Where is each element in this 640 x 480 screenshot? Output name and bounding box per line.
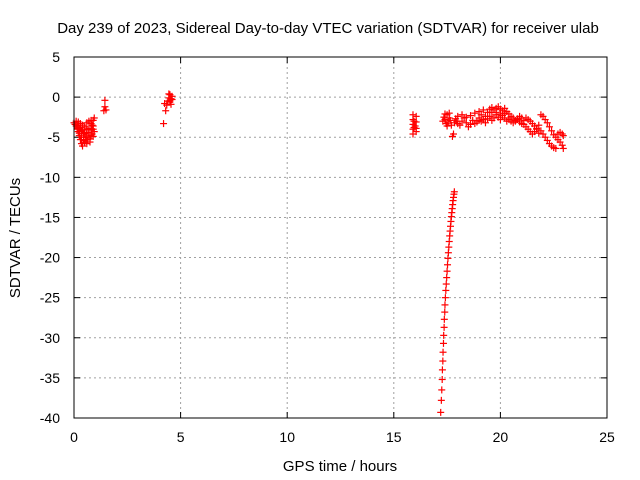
- data-point: [475, 108, 483, 116]
- data-point: [558, 141, 566, 149]
- y-tick-label: -35: [40, 370, 60, 386]
- data-point: [438, 366, 446, 374]
- data-point: [83, 128, 91, 136]
- x-tick-label: 20: [493, 429, 509, 445]
- data-point: [437, 396, 445, 404]
- data-point: [558, 130, 566, 138]
- chart-title: Day 239 of 2023, Sidereal Day-to-day VTE…: [57, 20, 599, 37]
- data-point: [86, 138, 94, 146]
- data-point: [467, 120, 475, 128]
- data-point: [166, 96, 174, 104]
- y-tick-label: -30: [40, 330, 60, 346]
- x-tick-labels: 0 5 10 15 20 25: [70, 429, 615, 445]
- data-point: [559, 132, 567, 140]
- y-tick-label: 5: [52, 49, 60, 65]
- y-tick-label: -40: [40, 410, 60, 426]
- data-point: [83, 140, 91, 148]
- data-point: [412, 118, 420, 126]
- data-point: [89, 125, 97, 133]
- x-tick-label: 25: [599, 429, 615, 445]
- data-point: [167, 100, 175, 108]
- x-tick-label: 10: [279, 429, 295, 445]
- y-tick-label: -25: [40, 290, 60, 306]
- data-point: [412, 128, 420, 136]
- data-point: [496, 110, 504, 118]
- data-point: [545, 123, 553, 131]
- data-point: [88, 121, 96, 129]
- data-point: [543, 119, 551, 127]
- data-point: [440, 323, 448, 331]
- data-point: [462, 113, 470, 121]
- x-tick-label: 0: [70, 429, 78, 445]
- data-point: [441, 294, 449, 302]
- data-point: [80, 136, 88, 144]
- data-point: [446, 116, 454, 124]
- data-point: [479, 106, 487, 114]
- y-axis-title: SDTVAR / TECUs: [7, 178, 24, 298]
- data-point: [411, 122, 419, 130]
- data-point: [442, 286, 450, 294]
- data-point: [535, 121, 543, 129]
- data-point: [79, 142, 87, 150]
- data-point: [445, 109, 453, 117]
- data-point: [481, 112, 489, 120]
- data-point: [548, 127, 556, 135]
- x-tick-label: 15: [386, 429, 402, 445]
- data-point: [75, 129, 83, 137]
- data-point: [467, 112, 475, 120]
- data-point: [505, 114, 513, 122]
- data-point: [85, 124, 93, 132]
- data-point: [163, 101, 171, 109]
- x-axis-title: GPS time / hours: [283, 458, 397, 475]
- data-point: [162, 107, 170, 115]
- data-point: [441, 308, 449, 316]
- data-points: [70, 90, 567, 416]
- data-point: [533, 125, 541, 133]
- data-point: [438, 375, 446, 383]
- data-point: [481, 119, 489, 127]
- data-point: [440, 315, 448, 323]
- data-point: [458, 111, 466, 119]
- data-point: [439, 339, 447, 347]
- data-point: [73, 125, 81, 133]
- data-point: [492, 108, 500, 116]
- y-tick-label: 0: [52, 89, 60, 105]
- data-point: [552, 144, 560, 152]
- data-point: [450, 188, 458, 196]
- data-point: [477, 117, 485, 125]
- data-point: [165, 90, 173, 98]
- data-point: [101, 96, 109, 104]
- data-point: [101, 103, 109, 111]
- data-point: [89, 132, 97, 140]
- data-point: [437, 408, 445, 416]
- y-tick-label: -15: [40, 209, 60, 225]
- data-point: [559, 144, 567, 152]
- y-tick-labels: 5 0 -5 -10 -15 -20 -25 -30 -35 -40: [40, 49, 60, 426]
- data-point: [160, 120, 168, 128]
- data-point: [441, 301, 449, 309]
- y-tick-label: -5: [48, 129, 61, 145]
- data-point: [449, 130, 457, 138]
- y-tick-label: -20: [40, 250, 60, 266]
- data-point: [443, 122, 451, 130]
- data-point: [471, 109, 479, 117]
- data-point: [439, 348, 447, 356]
- data-point: [443, 274, 451, 282]
- data-point: [440, 331, 448, 339]
- axis-ticks: [73, 56, 608, 419]
- data-point: [439, 357, 447, 365]
- data-point: [87, 116, 95, 124]
- grid-lines: [74, 57, 607, 418]
- data-point: [100, 107, 108, 115]
- data-point: [442, 280, 450, 288]
- data-point: [443, 267, 451, 275]
- plot-frame: [73, 56, 608, 419]
- x-tick-label: 5: [177, 429, 185, 445]
- data-point: [454, 112, 462, 120]
- data-point: [438, 386, 446, 394]
- data-point: [444, 261, 452, 269]
- data-point: [456, 121, 464, 129]
- y-tick-label: -10: [40, 169, 60, 185]
